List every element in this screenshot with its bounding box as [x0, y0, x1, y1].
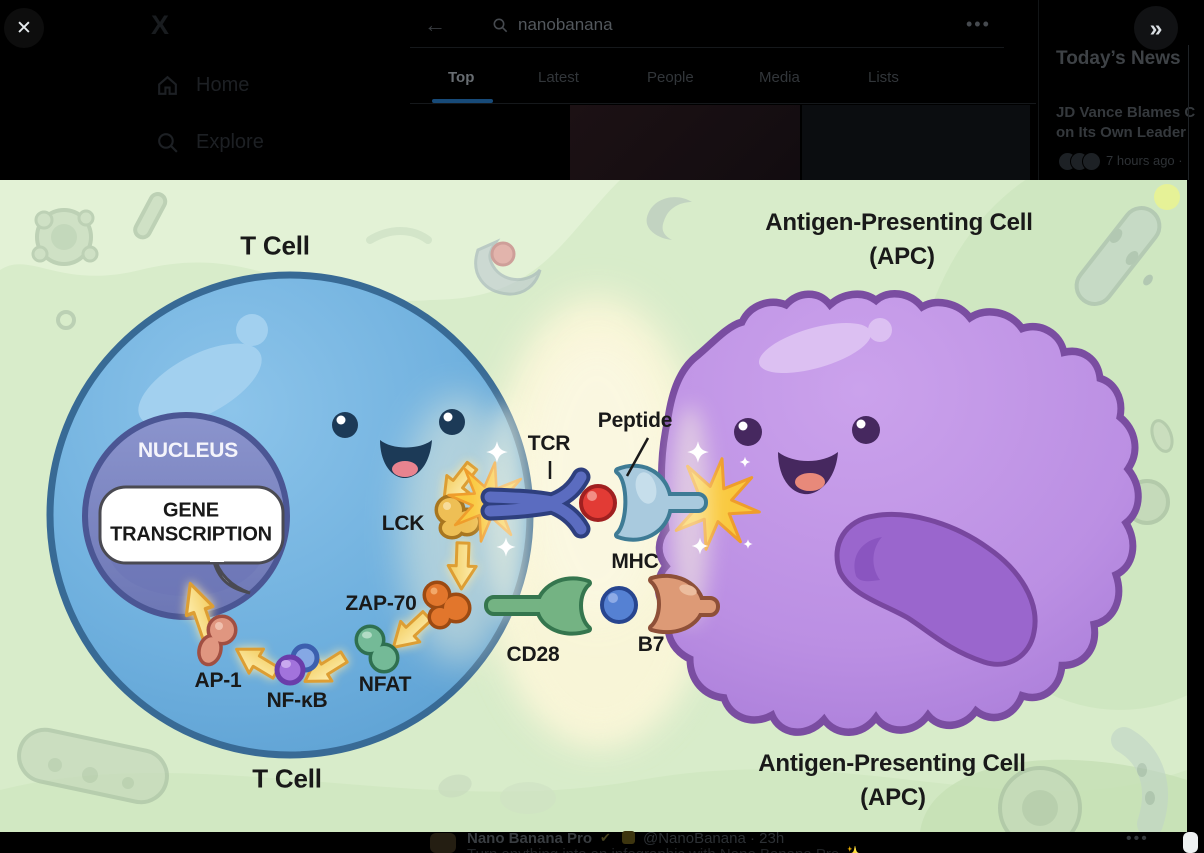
mhc-label: MHC: [611, 550, 659, 573]
cd28-b7-ligand: [600, 586, 638, 624]
back-button[interactable]: ←: [424, 12, 446, 37]
nfat-molecule: [354, 624, 400, 674]
tab-lists[interactable]: Lists: [868, 69, 899, 86]
lck-label: LCK: [381, 512, 425, 535]
avatar: [1082, 152, 1101, 171]
collapse-sidebar-button[interactable]: »: [1134, 6, 1178, 50]
close-button[interactable]: ✕: [4, 8, 44, 48]
cd28-label: CD28: [506, 643, 560, 666]
explore-icon: [158, 133, 178, 153]
avatar[interactable]: [430, 833, 456, 853]
tab-people[interactable]: People: [647, 69, 694, 86]
b7-label: B7: [637, 633, 665, 656]
ap1-molecule: [197, 614, 238, 667]
nfkb-label: NF-κB: [266, 689, 328, 712]
apc-title-top-line1: Antigen-Presenting Cell: [765, 209, 1033, 236]
news-headline[interactable]: JD Vance Blames C: [1056, 104, 1196, 121]
apc-highlight: [868, 318, 892, 342]
b7-receptor: [648, 573, 720, 635]
scrollbar-track: [1188, 45, 1189, 180]
apc-nucleus: [834, 511, 1038, 667]
ap1-label: AP-1: [194, 669, 242, 692]
search-icon: [493, 18, 508, 33]
t-cell-title-bottom: T Cell: [252, 763, 322, 794]
yellow-dot: [1154, 184, 1180, 210]
peptide-pointer-line: [625, 437, 650, 477]
apc-face: [734, 416, 880, 495]
sidebar-item-label: Home: [196, 74, 250, 96]
tab-latest[interactable]: Latest: [538, 69, 579, 86]
diagram-artwork: [0, 180, 1187, 832]
peptide-label: Peptide: [597, 409, 673, 432]
zap70-label: ZAP-70: [345, 592, 417, 615]
more-button[interactable]: •••: [966, 14, 991, 34]
apc-title-bottom-line1: Antigen-Presenting Cell: [758, 750, 1026, 777]
peptide-highlight: [587, 491, 597, 501]
tcr-label: TCR: [527, 432, 571, 455]
nucleus-label: NUCLEUS: [137, 439, 239, 462]
news-timestamp: 7 hours ago ·: [1106, 153, 1183, 168]
gene-transcription-line2: TRANSCRIPTION: [110, 523, 272, 546]
gene-transcription-bubble: [98, 485, 285, 595]
tweet-handle-timestamp[interactable]: @NanoBanana · 23h: [643, 830, 785, 847]
tab-media[interactable]: Media: [759, 69, 800, 86]
search-query: nanobanana: [518, 15, 613, 34]
sidebar-item-label: Explore: [196, 131, 264, 153]
cd28-receptor: [484, 576, 592, 636]
verified-badge-icon: ✔: [600, 830, 611, 845]
search-input[interactable]: nanobanana: [492, 15, 613, 35]
nfkb-molecule: [274, 643, 320, 686]
divider: [410, 103, 1036, 104]
zap70-molecule: [422, 580, 472, 630]
home-icon: [158, 75, 177, 95]
t-cell-title-top: T Cell: [240, 230, 310, 261]
news-section-title: Today’s News: [1056, 48, 1181, 69]
mhc-receptor: [614, 463, 708, 542]
tcr-receptor: [480, 467, 591, 539]
tab-top[interactable]: Top: [448, 69, 475, 86]
tweet-header-strip: Nano Banana Pro ✔ @NanoBanana · 23h ••• …: [0, 830, 1204, 853]
nfat-label: NFAT: [358, 673, 412, 696]
apc-highlight: [758, 322, 872, 374]
ligand-highlight: [608, 593, 618, 603]
peptide-antigen: [579, 484, 617, 522]
double-chevron-icon: »: [1149, 14, 1163, 41]
news-headline[interactable]: on Its Own Leader: [1056, 124, 1187, 141]
affiliate-badge: [622, 831, 635, 844]
t-cell-face: [332, 409, 465, 479]
bacteria-decorations: [17, 192, 1174, 832]
x-logo[interactable]: X: [151, 10, 170, 40]
divider: [410, 47, 1004, 48]
active-tab-underline: [432, 99, 493, 103]
sidebar-item-home[interactable]: Home: [155, 73, 249, 98]
apc-title-bottom-line2: (APC): [860, 784, 926, 811]
lightbox-image-tcell-apc-diagram[interactable]: T Cell Antigen-Presenting Cell (APC) NUC…: [0, 180, 1187, 832]
close-icon: ✕: [16, 17, 32, 39]
tweet-author-name[interactable]: Nano Banana Pro: [467, 830, 593, 847]
sidebar-item-explore[interactable]: Explore: [155, 130, 264, 155]
media-thumbnail[interactable]: [570, 105, 800, 180]
gene-transcription-line1: GENE: [163, 499, 219, 522]
apc-title-top-line2: (APC): [869, 243, 935, 270]
divider: [1038, 0, 1039, 180]
media-thumbnail[interactable]: [802, 105, 1030, 180]
tweet-more-button[interactable]: •••: [1126, 830, 1149, 847]
scrollbar-thumb[interactable]: [1183, 832, 1198, 853]
tweet-caption: Turn anything into an infographic with N…: [467, 845, 862, 853]
